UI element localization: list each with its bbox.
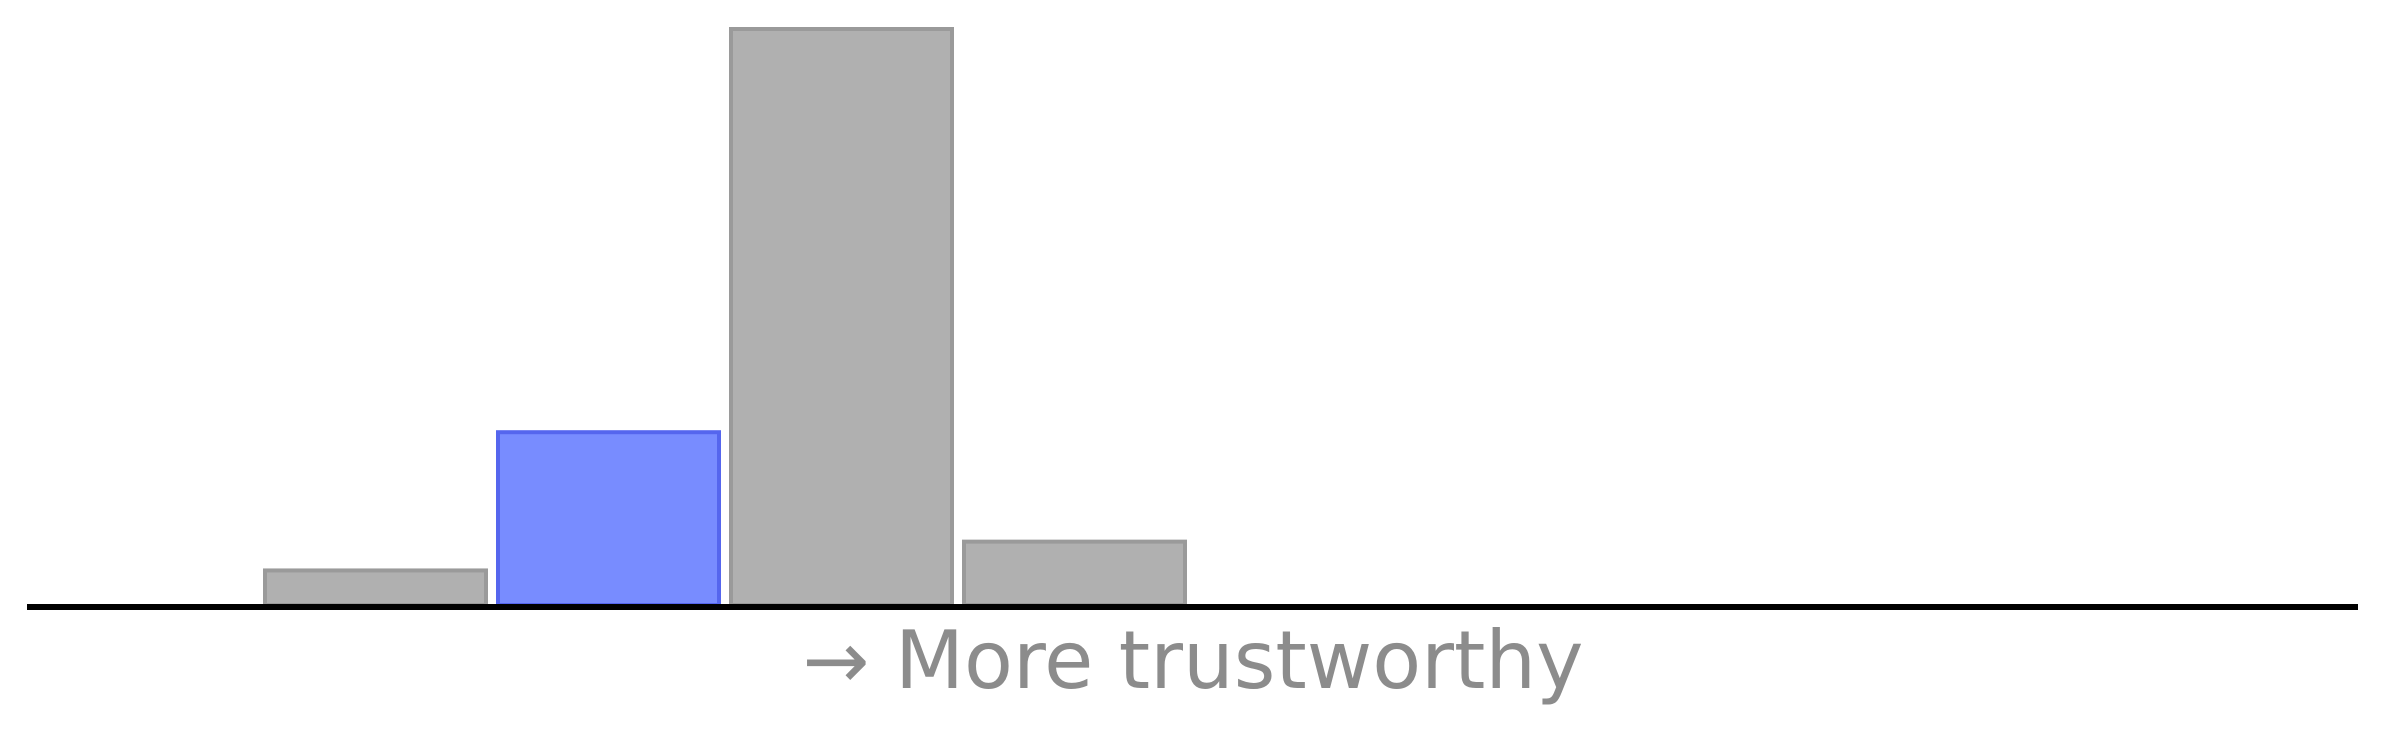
- x-axis-label: → More trustworthy: [803, 614, 1584, 707]
- histogram-bar-5: [962, 539, 1187, 608]
- histogram-bar-4: [729, 27, 954, 607]
- bars-group: [263, 27, 1187, 608]
- histogram-bar-2: [263, 568, 488, 608]
- histogram-bar-3-highlighted: [496, 430, 721, 608]
